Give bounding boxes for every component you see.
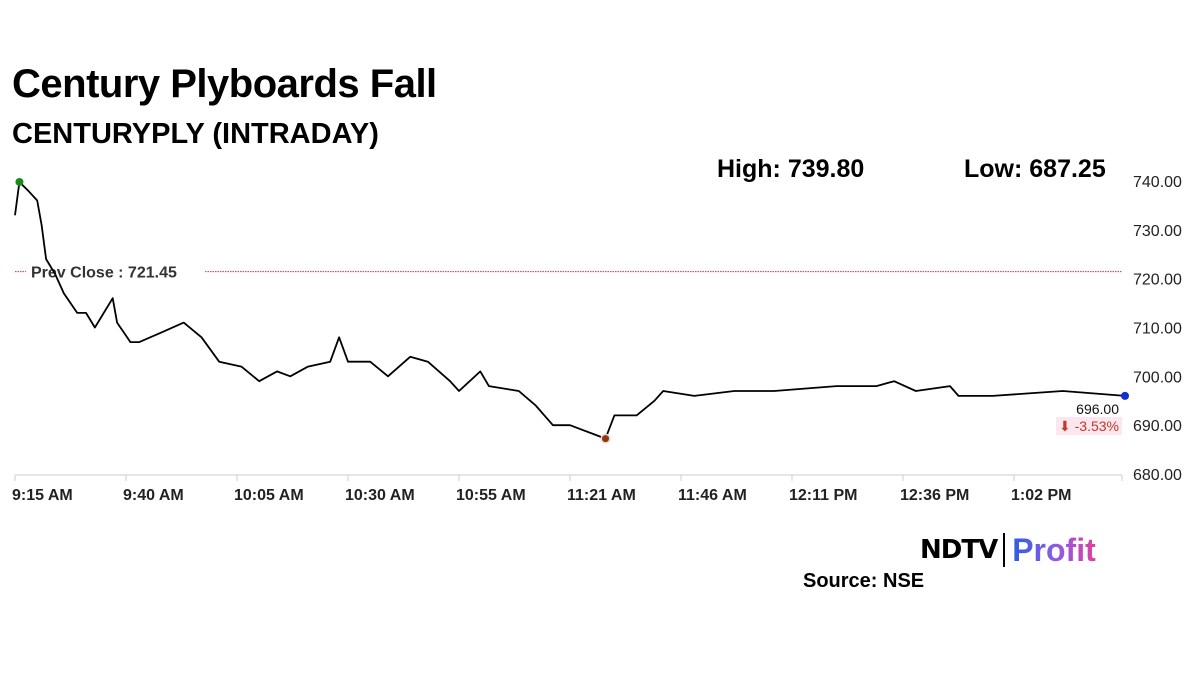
x-tick-label: 10:05 AM (234, 487, 304, 504)
chart-title: Century Plyboards Fall (12, 62, 437, 106)
y-tick-label: 700.00 (1133, 369, 1182, 386)
x-tick-label: 12:36 PM (900, 487, 969, 504)
x-tick-label: 9:15 AM (12, 487, 73, 504)
chart-subtitle: CENTURYPLY (INTRADAY) (12, 118, 379, 150)
low-marker (602, 435, 610, 443)
ndtv-profit-logo: NDTV Profit (920, 532, 1096, 568)
x-tick-label: 1:02 PM (1011, 487, 1071, 504)
last-price-marker (1121, 391, 1129, 400)
logo-profit: Profit (1012, 531, 1096, 568)
prev-close-label-bg (26, 261, 204, 282)
y-tick-label: 690.00 (1133, 418, 1182, 435)
change-badge-bg (1056, 417, 1122, 435)
x-tick-label: 10:55 AM (456, 487, 526, 504)
y-tick-label: 730.00 (1133, 223, 1182, 240)
high-marker (15, 177, 24, 186)
logo-ndtv: NDTV (920, 535, 998, 565)
y-tick-label: 710.00 (1133, 321, 1182, 338)
high-label: High: 739.80 (717, 155, 865, 183)
x-tick-label: 11:46 AM (678, 487, 747, 504)
change-label: ⬇ -3.53% (1059, 418, 1119, 434)
y-tick-label: 720.00 (1133, 272, 1182, 289)
x-tick-label: 9:40 AM (123, 487, 184, 504)
low-label: Low: 687.25 (964, 155, 1106, 183)
logo-divider (1003, 533, 1006, 567)
x-tick-label: 10:30 AM (345, 487, 415, 504)
price-line (14, 181, 1126, 440)
prev-close-label: Prev Close : 721.45 (31, 265, 177, 282)
last-price-label: 696.00 (1076, 401, 1119, 417)
y-tick-label: 740.00 (1133, 174, 1182, 191)
y-tick-label: 680.00 (1133, 467, 1182, 484)
source-label: Source: NSE (803, 570, 925, 592)
x-tick-label: 11:21 AM (567, 487, 636, 504)
x-tick-label: 12:11 PM (789, 487, 857, 504)
